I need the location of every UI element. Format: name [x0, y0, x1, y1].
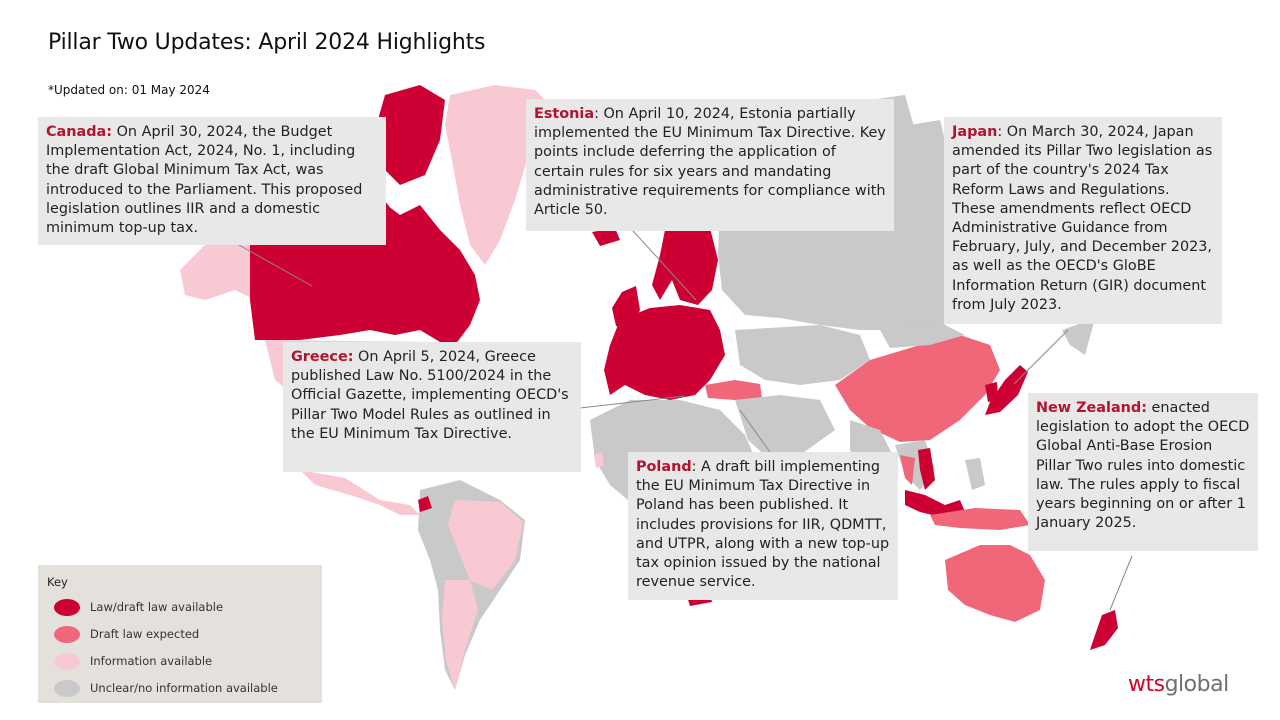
callout-new-zealand-country: New Zealand: [1036, 400, 1147, 416]
legend-label: Unclear/no information available [90, 681, 278, 695]
region-scandinavia [652, 218, 718, 305]
region-new-zealand [1090, 610, 1118, 650]
region-argentina-chile [442, 580, 478, 690]
region-iceland [592, 228, 620, 246]
poland-connector [739, 409, 773, 456]
logo-global: global [1164, 672, 1230, 697]
page-title: Pillar Two Updates: April 2024 Highlight… [48, 30, 486, 55]
region-russia-east [1062, 300, 1100, 355]
region-central-america [300, 470, 420, 515]
region-canada-arctic [375, 85, 445, 185]
legend-swatch-law-draft-available [54, 598, 80, 616]
callout-greece: Greece: On April 5, 2024, Greece publish… [283, 342, 581, 472]
region-mongolia [880, 325, 965, 348]
region-philippines [965, 458, 985, 490]
callout-canada-country: Canada: [46, 124, 112, 140]
region-uk-ireland [612, 286, 640, 330]
callout-canada: Canada: On April 30, 2024, the Budget Im… [38, 117, 386, 245]
region-brazil [448, 500, 523, 590]
legend-item-information-available: Information available [54, 651, 212, 671]
legend-label: Law/draft law available [90, 600, 224, 614]
region-indonesia [930, 508, 1030, 530]
legend-label: Information available [90, 654, 213, 668]
legend-title: Key [47, 575, 68, 589]
region-turkey [705, 380, 762, 400]
callout-poland: Poland: A draft bill implementing the EU… [628, 452, 898, 600]
region-australia [945, 545, 1045, 622]
callout-poland-text: : A draft bill implementing the EU Minim… [636, 459, 890, 591]
legend: Key Law/draft law available Draft law ex… [38, 565, 322, 703]
legend-swatch-draft-law-expected [54, 625, 80, 643]
region-middle-east [735, 395, 835, 460]
callout-estonia-country: Estonia [534, 106, 595, 122]
callout-greece-country: Greece: [291, 349, 354, 365]
new-zealand-connector [1109, 555, 1133, 611]
region-china [835, 335, 1000, 442]
legend-item-draft-law-expected: Draft law expected [54, 624, 199, 644]
callout-japan-country: Japan [952, 124, 998, 140]
legend-label: Draft law expected [90, 627, 200, 641]
legend-item-law-draft-available: Law/draft law available [54, 597, 223, 617]
callout-new-zealand: New Zealand: enacted legislation to adop… [1028, 393, 1258, 551]
region-greenland [445, 85, 545, 265]
legend-swatch-information-available [54, 652, 80, 670]
estonia-connector [624, 221, 697, 301]
callout-japan: Japan: On March 30, 2024, Japan amended … [944, 117, 1222, 324]
callout-canada-text: On April 30, 2024, the Budget Implementa… [46, 124, 363, 237]
region-europe-mainland [604, 305, 725, 400]
region-morocco [594, 452, 604, 468]
region-vietnam [918, 448, 935, 490]
callout-new-zealand-text: enacted legislation to adopt the OECD Gl… [1036, 400, 1250, 532]
greece-connector [579, 395, 686, 409]
canada-connector [229, 239, 313, 287]
japan-connector [1013, 329, 1069, 385]
wts-global-logo: wtsglobal [1128, 672, 1229, 697]
updated-date: *Updated on: 01 May 2024 [48, 83, 210, 97]
logo-wts: wts [1128, 672, 1165, 697]
region-thailand [900, 455, 915, 485]
callout-estonia: Estonia: On April 10, 2024, Estonia part… [526, 99, 894, 231]
callout-japan-text: : On March 30, 2024, Japan amended its P… [952, 124, 1213, 313]
region-central-asia [735, 325, 870, 385]
callout-estonia-text: : On April 10, 2024, Estonia partially i… [534, 106, 886, 219]
region-japan [985, 365, 1028, 415]
region-malaysia-indonesia [905, 490, 965, 518]
legend-swatch-unclear [54, 679, 80, 697]
region-ecuador [418, 496, 432, 512]
callout-greece-text: On April 5, 2024, Greece published Law N… [291, 349, 569, 442]
legend-item-unclear: Unclear/no information available [54, 678, 278, 698]
callout-poland-country: Poland [636, 459, 692, 475]
